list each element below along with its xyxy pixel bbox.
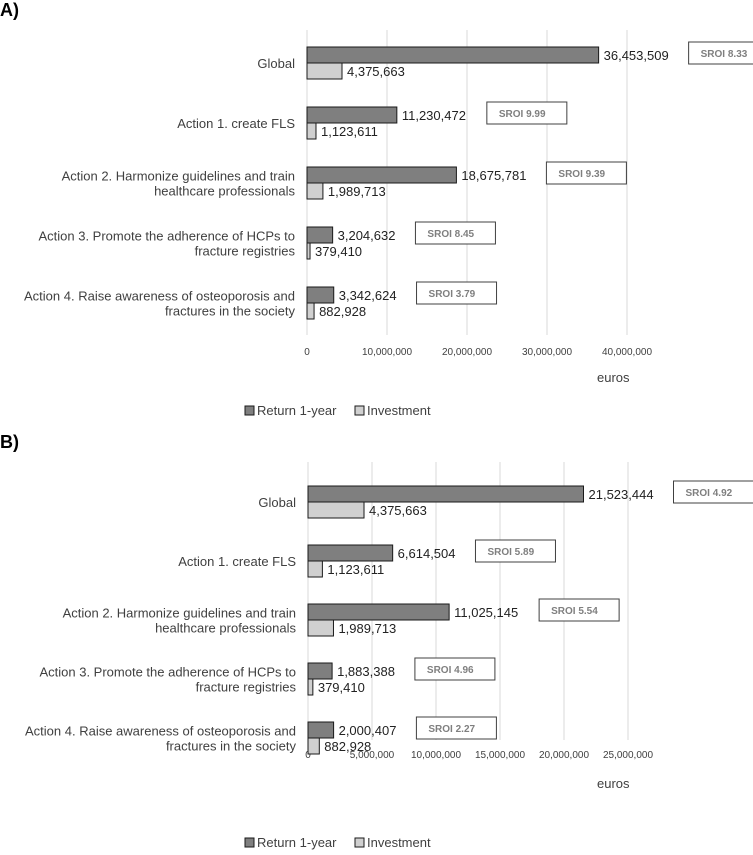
- return-bar: [307, 662, 333, 680]
- legend-label-return: Return 1-year: [257, 403, 337, 418]
- x-tick-label: 20,000,000: [442, 347, 492, 358]
- sroi-label: SROI 8.45: [427, 229, 474, 240]
- return-value-label: 36,453,509: [604, 48, 669, 63]
- sroi-box: [416, 281, 498, 305]
- category-label: Action 4. Raise awareness of osteoporosi…: [24, 289, 295, 319]
- investment-value-label: 1,123,611: [327, 562, 384, 577]
- chart-a: 0 10,000,000 20,000,000 30,000,000 40,000,00…: [24, 30, 753, 418]
- sroi-label: SROI 5.89: [487, 547, 534, 558]
- sroi-box: [538, 598, 620, 622]
- x-axis-label: euros: [597, 370, 630, 385]
- sroi-label: SROI 8.33: [701, 49, 748, 60]
- sroi-box: [486, 101, 568, 125]
- sroi-label: SROI 4.92: [686, 488, 733, 499]
- category-label: Action 1. create FLS: [177, 116, 295, 131]
- sroi-box: [474, 539, 556, 563]
- sroi-box: [415, 716, 497, 740]
- sroi-box: [688, 41, 753, 65]
- investment-bar: [306, 302, 315, 320]
- return-value-label: 3,342,624: [339, 288, 397, 303]
- x-tick-label: 30,000,000: [522, 347, 572, 358]
- x-tick-label: 0: [305, 750, 311, 761]
- legend-swatch-investment: [354, 837, 365, 848]
- sroi-label: SROI 5.54: [551, 606, 598, 617]
- sroi-box: [414, 221, 496, 245]
- sroi-box: [673, 480, 753, 504]
- legend-label-investment: Investment: [367, 835, 431, 850]
- return-value-label: 2,000,407: [339, 723, 397, 738]
- investment-bar: [306, 242, 311, 260]
- return-bar: [306, 46, 600, 64]
- investment-bar: [307, 678, 314, 696]
- return-bar: [306, 226, 334, 244]
- category-label: Action 3. Promote the adherence of HCPs …: [39, 665, 296, 695]
- investment-bar: [307, 501, 365, 519]
- x-tick-label: 20,000,000: [539, 750, 589, 761]
- legend-label-return: Return 1-year: [257, 835, 337, 850]
- x-tick-label: 40,000,000: [602, 347, 652, 358]
- return-bar: [307, 721, 335, 739]
- investment-value-label: 379,410: [318, 680, 365, 695]
- chart-b: 0 5,000,000 10,000,000 15,000,000 20,000,000…: [25, 462, 753, 850]
- investment-value-label: 1,989,713: [328, 184, 386, 199]
- return-bar: [307, 544, 394, 562]
- panel-a-label: A): [0, 0, 19, 20]
- investment-value-label: 4,375,663: [369, 503, 427, 518]
- panel-b-label: B): [0, 432, 19, 452]
- return-value-label: 3,204,632: [338, 228, 396, 243]
- return-value-label: 18,675,781: [461, 168, 526, 183]
- investment-bar: [306, 62, 343, 80]
- sroi-label: SROI 9.99: [499, 109, 546, 120]
- category-label: Action 1. create FLS: [178, 554, 296, 569]
- investment-value-label: 1,123,611: [321, 124, 378, 139]
- category-label: Action 3. Promote the adherence of HCPs …: [38, 229, 295, 259]
- x-tick-label: 15,000,000: [475, 750, 525, 761]
- sroi-label: SROI 2.27: [428, 724, 475, 735]
- x-tick-label: 10,000,000: [362, 347, 412, 358]
- sroi-box: [545, 161, 627, 185]
- return-bar: [307, 603, 450, 621]
- investment-value-label: 379,410: [315, 244, 362, 259]
- legend-swatch-return: [244, 405, 255, 416]
- return-value-label: 1,883,388: [337, 664, 395, 679]
- return-value-label: 11,230,472: [402, 108, 466, 123]
- return-bar: [306, 106, 398, 124]
- x-tick-label: 25,000,000: [603, 750, 653, 761]
- return-bar: [306, 166, 457, 184]
- x-tick-label: 10,000,000: [411, 750, 461, 761]
- category-label: Action 2. Harmonize guidelines and train…: [62, 169, 296, 199]
- return-value-label: 6,614,504: [398, 546, 456, 561]
- investment-value-label: 4,375,663: [347, 64, 405, 79]
- category-label: Global: [258, 495, 296, 510]
- investment-bar: [307, 737, 320, 755]
- legend-swatch-investment: [354, 405, 365, 416]
- category-label: Action 2. Harmonize guidelines and train…: [63, 606, 297, 636]
- return-bar: [307, 485, 585, 503]
- x-axis-label: euros: [597, 776, 630, 791]
- sroi-box: [414, 657, 496, 681]
- category-label: Global: [257, 56, 295, 71]
- x-tick-label: 0: [304, 347, 310, 358]
- return-value-label: 11,025,145: [454, 605, 518, 620]
- sroi-label: SROI 3.79: [429, 289, 476, 300]
- x-tick-label: 5,000,000: [350, 750, 395, 761]
- investment-value-label: 1,989,713: [338, 621, 396, 636]
- legend-label-investment: Investment: [367, 403, 431, 418]
- investment-value-label: 882,928: [319, 304, 366, 319]
- category-label: Action 4. Raise awareness of osteoporosi…: [25, 724, 296, 754]
- investment-bar: [306, 182, 324, 200]
- investment-bar: [306, 122, 317, 140]
- sroi-label: SROI 9.39: [558, 169, 605, 180]
- investment-value-label: 882,928: [324, 739, 371, 754]
- legend-swatch-return: [244, 837, 255, 848]
- investment-bar: [307, 560, 323, 578]
- investment-bar: [307, 619, 334, 637]
- sroi-label: SROI 4.96: [427, 665, 474, 676]
- return-bar: [306, 286, 335, 304]
- return-value-label: 21,523,444: [589, 487, 654, 502]
